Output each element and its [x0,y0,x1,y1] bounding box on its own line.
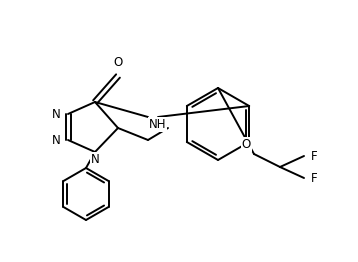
Text: F: F [311,150,318,162]
Text: N: N [52,134,61,146]
Text: N: N [52,107,61,121]
Text: F: F [311,172,318,184]
Text: NH: NH [149,118,166,131]
Text: N: N [91,153,100,166]
Text: O: O [242,138,251,151]
Text: O: O [113,56,123,69]
